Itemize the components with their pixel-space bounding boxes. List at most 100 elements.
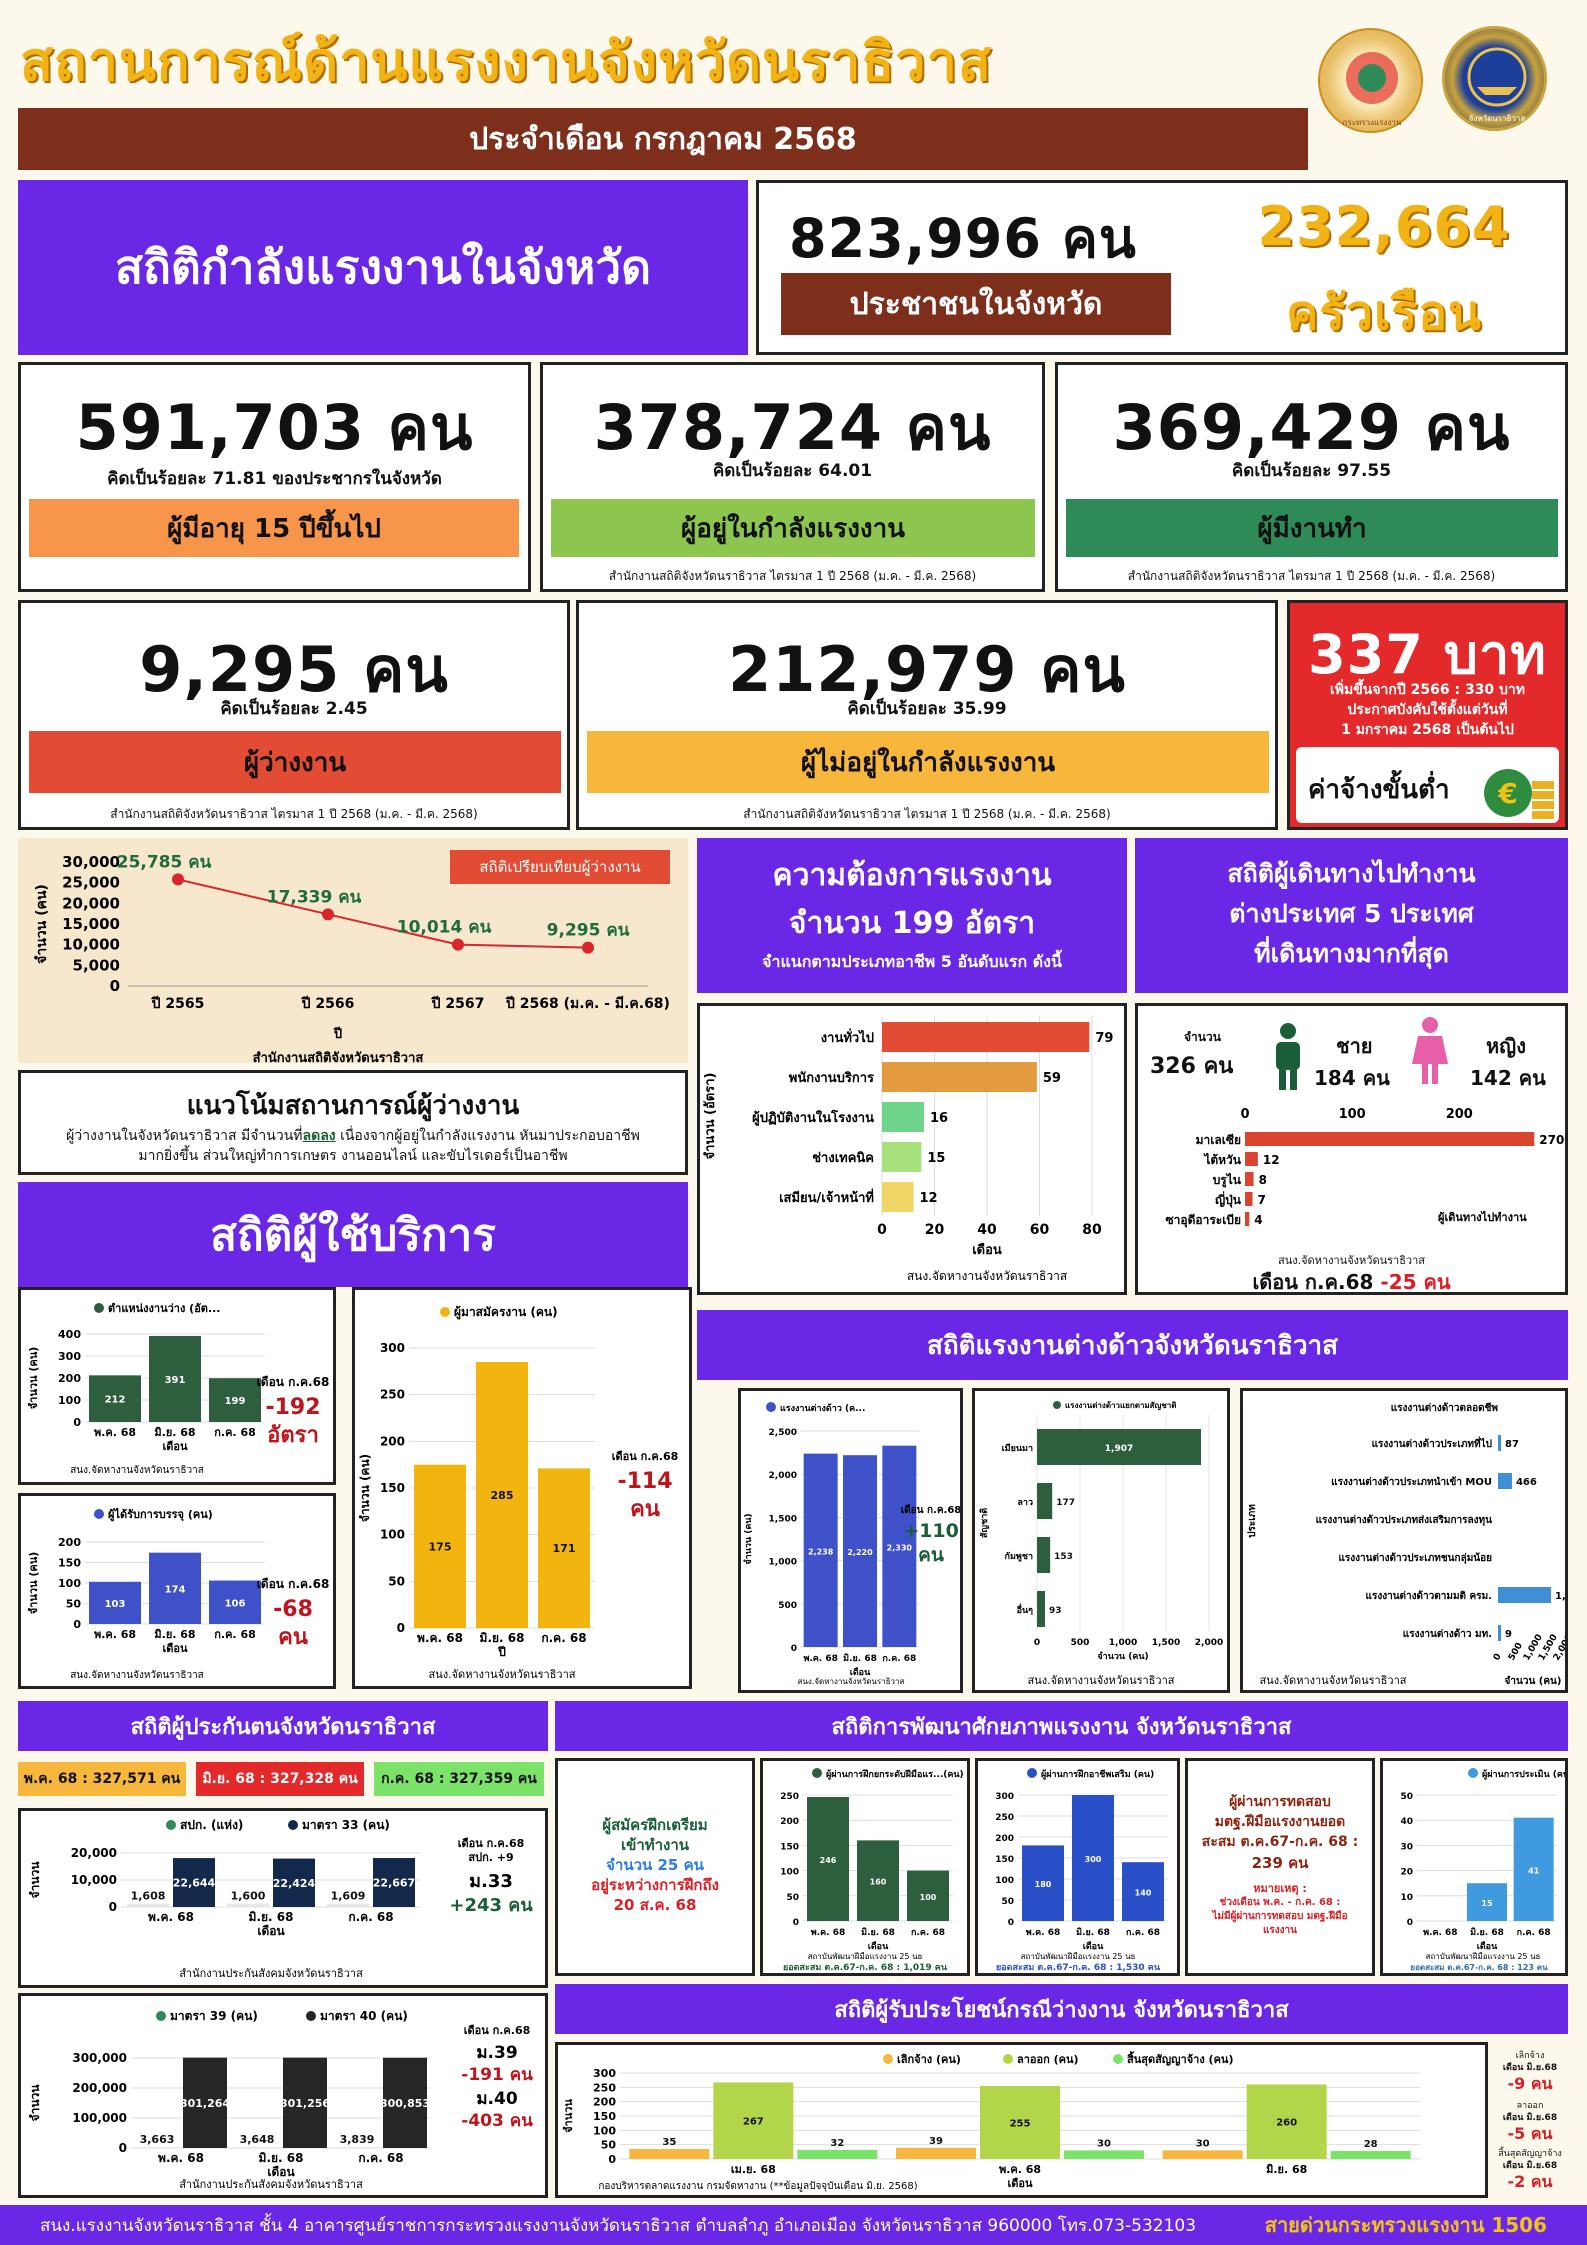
data-label: 1,600 <box>231 1890 266 1903</box>
y-tick-label: 100 <box>380 1528 405 1542</box>
legend-label: ผู้มาสมัครงาน (คน) <box>454 1305 558 1320</box>
bar <box>183 2057 227 2148</box>
data-label: 10,014 คน <box>397 918 492 938</box>
y-tick-label: ไต้หวัน <box>1202 1152 1241 1167</box>
x-axis-label: เดือน <box>868 1940 889 1952</box>
y-tick-label: ช่างเทคนิค <box>812 1151 874 1166</box>
x-axis-label: เดือน <box>972 1242 1002 1258</box>
x-axis-label: เดือน <box>267 2165 295 2179</box>
bar <box>1498 1473 1512 1489</box>
y-tick-label: 5,000 <box>73 956 120 974</box>
y-tick-label: แรงงานต่างด้าวประเภทที่ไป <box>1372 1436 1492 1450</box>
wage-value: 337 บาท <box>1308 623 1547 686</box>
y-tick-label: 300,000 <box>72 2051 127 2065</box>
female-count: 142 คน <box>1470 1066 1546 1090</box>
data-label: 9,295 คน <box>547 921 630 941</box>
demand-header: ความต้องการแรงงาน จำนวน 199 อัตรา จำแนกต… <box>697 838 1127 993</box>
female-label: หญิง <box>1486 1034 1526 1058</box>
source-label: สนง.จัดหางานจังหวัดนราธิวาส <box>1028 1674 1175 1687</box>
abroad-chart: จำนวน 326 คน ชาย 184 คน หญิง 142 คน 0 100… <box>1135 1003 1568 1295</box>
bar <box>235 2146 279 2148</box>
wage-label: ค่าจ้างขั้นต่ำ <box>1308 775 1450 805</box>
training-card: ผู้สมัครฝึกเตรียม เข้าทำงาน จำนวน 25 คน … <box>555 1758 755 1976</box>
bar <box>882 1445 917 1647</box>
data-label: 16 <box>930 1111 948 1126</box>
bar <box>1498 1587 1552 1603</box>
abroad-title2: ต่างประเทศ 5 ประเทศ <box>1229 899 1474 928</box>
legend-marker <box>1003 2054 1013 2064</box>
y-tick-label: 150 <box>995 1855 1014 1865</box>
abroad-header: สถิติผู้เดินทางไปทำงาน ต่างประเทศ 5 ประเ… <box>1135 838 1568 993</box>
training-d: อยู่ระหว่างการฝึกถึง <box>591 1876 719 1894</box>
benefit-note-8: เดือน มิ.ย.68 <box>1502 2161 1558 2171</box>
abroad-total: 326 คน <box>1150 1054 1234 1079</box>
employed-src: สำนักงานสถิติจังหวัดนราธิวาส ไตรมาส 1 ปี… <box>1127 569 1496 583</box>
y-tick-label: 20 <box>1400 1868 1413 1878</box>
bar <box>1245 1172 1254 1186</box>
insurance-jul: ก.ค. 68 : 327,359 คน <box>374 1762 544 1796</box>
trend-title: แนวโน้มสถานการณ์ผู้ว่างงาน <box>186 1091 520 1121</box>
page-title: สถานการณ์ด้านแรงงานจังหวัดนราธิวาส <box>20 30 992 93</box>
training-c: จำนวน 25 คน <box>606 1856 704 1874</box>
benefit-notes: เลิกจ้าง เดือน มิ.ย.68 -9 คน ลาออก เดือน… <box>1492 2042 1568 2202</box>
legend-label: มาตรา 33 (คน) <box>302 1818 390 1832</box>
bar <box>327 1903 369 1907</box>
note: ม.33 <box>469 1871 513 1892</box>
data-label: 212 <box>105 1395 126 1406</box>
labor-src: สำนักงานสถิติจังหวัดนราธิวาส ไตรมาส 1 ปี… <box>608 569 977 583</box>
y-tick-label: กัมพูชา <box>1005 1551 1033 1562</box>
insurance-may: พ.ค. 68 : 327,571 คน <box>18 1762 186 1796</box>
y-tick-label: 200 <box>58 1372 81 1385</box>
foreign-section-title: สถิติแรงงานต่างด้าวจังหวัดนราธิวาส <box>697 1310 1568 1380</box>
trend-line <box>177 878 589 949</box>
note: +243 คน <box>449 1895 533 1916</box>
source-label: สำนักงานประกันสังคมจังหวัดนราธิวาส <box>179 2178 363 2191</box>
population-card: 823,996 คน ประชาชนในจังหวัด 232,664 ครัว… <box>756 180 1568 355</box>
data-label: 12 <box>1263 1153 1280 1167</box>
data-label: 300 <box>1085 1855 1102 1864</box>
source-label: สถาบันพัฒนาฝีมือแรงงาน 25 นธ <box>1426 1952 1541 1961</box>
x-tick-label: 60 <box>1030 1222 1050 1238</box>
vacancy-chart: 400 300 200 100 0 พ.ค. 68 212 มิ.ย. 68 391 ก.ค. 6… <box>18 1287 336 1485</box>
abroad-title1: สถิติผู้เดินทางไปทำงาน <box>1227 859 1476 888</box>
data-label: 93 <box>1049 1606 1062 1616</box>
y-tick-label: 10,000 <box>62 936 120 954</box>
bar <box>797 2149 878 2159</box>
y-tick-label: 100 <box>58 1394 81 1407</box>
y-axis-label: จำนวน (คน) <box>27 1347 40 1410</box>
x-tick-label: พ.ค. 68 <box>94 1628 136 1641</box>
notlabor-card: 212,979 คน คิดเป็นร้อยละ 35.99 ผู้ไม่อยู… <box>576 600 1278 830</box>
bar <box>882 1102 924 1132</box>
ministry-logo: กระทรวงแรงงาน <box>1318 28 1423 133</box>
svg-text:€: € <box>1497 777 1517 810</box>
bar <box>1498 1625 1501 1641</box>
x-tick-label: พ.ค. 68 <box>417 1631 463 1645</box>
y-tick-label: 50 <box>66 1598 82 1611</box>
x-axis-label: ปี <box>333 1026 342 1042</box>
total-label: ยอดสะสม ต.ค.67-ก.ค. 68 : 123 คน <box>1410 1963 1548 1972</box>
data-label: 1,907 <box>1105 1444 1133 1454</box>
note: อัตรา <box>267 1423 319 1448</box>
trend-highlight: ลดลง <box>302 1128 336 1144</box>
legend-label: สปก. (แห่ง) <box>180 1818 243 1832</box>
legend-label: เลิกจ้าง (คน) <box>897 2053 961 2066</box>
data-label: 100 <box>920 1893 937 1902</box>
y-tick-label: 0 <box>73 1416 81 1429</box>
bar <box>173 1858 215 1907</box>
x-tick-label: มิ.ย. 68 <box>154 1426 195 1439</box>
note: +110 <box>903 1520 959 1542</box>
unemployed-card: 9,295 คน คิดเป็นร้อยละ 2.45 ผู้ว่างงาน ส… <box>18 600 570 830</box>
x-axis-label: เดือน <box>1007 2177 1033 2190</box>
legend-marker <box>1027 1768 1037 1778</box>
labor-pct: คิดเป็นร้อยละ 64.01 <box>712 461 873 481</box>
x-tick-label: มิ.ย. 68 <box>480 1631 525 1645</box>
data-label: 3,648 <box>240 2133 275 2146</box>
x-tick-label: 100 <box>1339 1107 1366 1122</box>
data-label: 171 <box>553 1542 576 1555</box>
data-label: 9 <box>1505 1629 1512 1640</box>
x-axis-label: เดือน <box>850 1666 871 1678</box>
note: เดือน ก.ค.68 <box>901 1504 960 1516</box>
male-count: 184 คน <box>1314 1066 1390 1090</box>
x-tick-label: 200 <box>1446 1107 1473 1122</box>
skill-assessment-chart: 50 40 30 20 10 0 พ.ค. 68 มิ.ย. 68 15 ก.ค. 68 41 ผู้… <box>1380 1758 1573 1976</box>
